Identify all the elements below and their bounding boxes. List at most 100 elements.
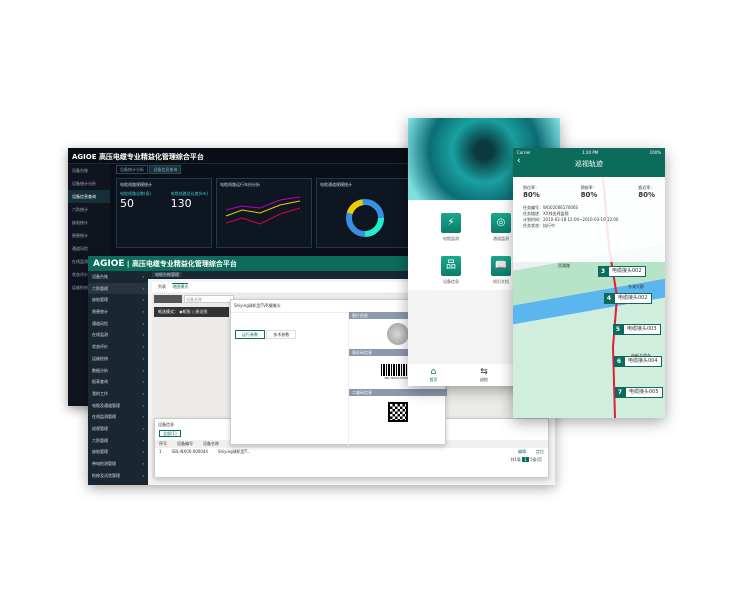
nav-patrol[interactable]: ⇆ 巡检 <box>479 367 488 382</box>
gauge-icon: ◎ <box>491 213 511 233</box>
select-mode[interactable]: 框选模式： ◉矩形 ○多边形 <box>154 307 229 317</box>
sidebar-item[interactable]: 六防统计 <box>72 207 88 212</box>
tab-tech-params[interactable]: 技术参数 <box>266 330 297 339</box>
sidebar-item[interactable]: 带电检测管理 ‹ <box>92 461 144 466</box>
sidebar-item[interactable]: 运维检修 <box>72 285 88 290</box>
map-label: 中新大道东 <box>631 353 651 359</box>
app-bar: Carrier 1:20 PM 100% ‹ 巡视轨迹 <box>513 148 665 177</box>
task-card: 到位率： 80% 预前率： 80% 超近率： 80% 任务编号：WG020061700… <box>513 177 665 262</box>
search-input[interactable]: 设备名称 <box>184 295 234 303</box>
draw-tools[interactable] <box>154 295 182 303</box>
section-header: 二维码信息 <box>349 389 447 396</box>
map-marker[interactable]: 4 电缆接头002 <box>604 293 652 304</box>
qr-code <box>388 402 408 422</box>
channel-panel: 电缆通道规模统计 <box>316 178 412 248</box>
dialog-title: Shiying球机型TVR摄像头 <box>231 300 445 313</box>
sidebar-item[interactable]: 通道风险 <box>72 246 88 251</box>
map-marker[interactable]: 3 电缆接头002 <box>598 266 646 277</box>
section-header: 条形码信息 <box>349 349 447 356</box>
tab-run-params[interactable]: 运行参数 <box>235 330 265 339</box>
tab[interactable]: 设备统计分析 <box>116 165 148 174</box>
sidebar-item[interactable]: 状态评价 <box>72 272 88 277</box>
barcode <box>381 364 415 376</box>
section-header: 图片信息 <box>349 312 447 319</box>
edit-link[interactable]: 编辑 <box>518 449 526 454</box>
label: 电缆线路总数(条) <box>120 191 152 196</box>
map-marker[interactable]: 6 电缆接头004 <box>614 356 662 367</box>
sidebar-item[interactable]: 运维检修 ‹ <box>92 355 144 361</box>
map-label: 西湖路 <box>558 263 570 268</box>
filter-button[interactable]: 全部(1) <box>159 430 181 437</box>
sidebar-item[interactable]: 我的工作 ‹ <box>92 390 144 396</box>
sidebar-item[interactable]: 隐患统计 ‹ <box>92 309 144 315</box>
dialog-side: 图片信息 条形码信息 SBL-NX06-000044 二维码信息 <box>348 312 447 446</box>
logo: AGIOE <box>72 153 97 161</box>
page-title: 巡视轨迹 <box>575 160 603 168</box>
logo: AGIOE <box>93 259 125 269</box>
stats: 到位率： 80% 预前率： 80% 超近率： 80% <box>523 185 655 199</box>
locate-link[interactable]: 定位 <box>536 449 544 454</box>
sidebar-item[interactable]: 设备台账 <box>72 168 88 173</box>
donut-chart <box>346 199 384 237</box>
lightning-icon: ⚡ <box>441 213 461 233</box>
scale-panel: 电缆线路规模统计 电缆线路总数(条) 50 电缆线路总长度(km) 130 <box>116 178 212 248</box>
tab-map[interactable]: 地图模式 <box>172 283 189 289</box>
chevron-left-icon: ‹ <box>142 309 144 315</box>
chevron-left-icon: ‹ <box>142 274 144 279</box>
chevron-left-icon: ‹ <box>142 390 144 396</box>
tab-bar: 电缆台账管理 <box>148 271 555 279</box>
sidebar-item[interactable]: 巡视管理 ‹ <box>92 425 144 431</box>
sidebar-item[interactable]: 在线监测 <box>72 259 88 264</box>
sidebar-item[interactable]: 在线监测 ‹ <box>92 332 144 338</box>
tab[interactable]: 设备信息查询 <box>149 165 182 174</box>
chevron-left-icon: ‹ <box>142 285 144 291</box>
sidebar-item[interactable]: 报表查询 ‹ <box>92 379 144 385</box>
list-title: 设备信息 <box>158 422 174 427</box>
map-marker[interactable]: 5 电缆接头003 <box>613 324 661 335</box>
per-page-select[interactable]: 5条/页 <box>530 457 542 462</box>
chevron-left-icon: ‹ <box>142 461 144 466</box>
sidebar-item[interactable]: 设备台账 ‹ <box>92 274 144 279</box>
label: 电缆线路总长度(km) <box>170 191 208 196</box>
panel-title: 电缆线路运行年份分析 <box>220 182 260 187</box>
sidebar-item[interactable]: 隐患统计 <box>72 233 88 238</box>
subtabs: 列表 地图模式 <box>152 282 555 292</box>
sidebar-item[interactable]: 六防管理 ‹ <box>92 437 144 443</box>
pagination: 共1条 1 5条/页 <box>510 457 542 462</box>
tab-list[interactable]: 列表 <box>158 284 166 289</box>
sidebar-item[interactable]: 数据分析 ‹ <box>92 367 144 373</box>
chevron-left-icon: ‹ <box>142 379 144 385</box>
home-icon: ⌂ <box>430 367 437 377</box>
chevron-left-icon: ‹ <box>142 472 144 478</box>
menu-cable-monitor[interactable]: ⚡ 电缆监测 <box>426 213 476 242</box>
route-icon: ⇆ <box>480 367 488 377</box>
sidebar-item[interactable]: 通道风险 ‹ <box>92 320 144 326</box>
chevron-left-icon: ‹ <box>142 449 144 455</box>
sidebar-item[interactable]: 状态评价 ‹ <box>92 344 144 350</box>
chevron-left-icon: ‹ <box>142 437 144 443</box>
menu-channel-monitor[interactable]: ◎ 通道监测 <box>476 213 526 242</box>
page-button[interactable]: 1 <box>522 457 529 462</box>
chevron-left-icon: ‹ <box>142 367 144 373</box>
chevron-left-icon: ‹ <box>142 355 144 361</box>
tab[interactable]: 电缆台账管理 <box>152 272 182 277</box>
sidebar-item[interactable]: 缺陷管理 ‹ <box>92 449 144 455</box>
menu-knowledge[interactable]: 📖 知识文档 <box>476 256 526 285</box>
map-label: 东湖大郡 <box>628 284 644 289</box>
chevron-left-icon: ‹ <box>142 332 144 338</box>
map-marker[interactable]: 7 电缆接头005 <box>615 387 663 398</box>
sidebar-item[interactable]: 设备统计分析 <box>72 181 96 186</box>
sidebar-item[interactable]: 检修及试验管理 ‹ <box>92 472 144 478</box>
sidebar-item[interactable]: 六防管理 ‹ <box>88 282 148 295</box>
sidebar-item[interactable]: 在线监测管理 ‹ <box>92 414 144 420</box>
sidebar-item[interactable]: 缺陷统计 <box>72 220 88 225</box>
year-chart-panel: 电缆线路运行年份分析 <box>216 178 312 248</box>
sidebar-item[interactable]: 电缆及通道管理 ‹ <box>92 402 144 408</box>
sidebar-item[interactable]: 缺陷管理 ‹ <box>92 297 144 303</box>
table-row[interactable]: 1 SBL-NX06-000044 Shiying球机型T... 编辑 定位 <box>159 449 544 454</box>
nav-home[interactable]: ⌂ 首页 <box>429 367 438 382</box>
back-icon[interactable]: ‹ <box>517 156 521 166</box>
menu-device-info[interactable]: 品设备信息 <box>426 256 476 285</box>
map[interactable]: 到位率： 80% 预前率： 80% 超近率： 80% 任务编号：WG020061700… <box>513 177 665 418</box>
sidebar-item[interactable]: 设备信息查询 <box>68 190 110 203</box>
